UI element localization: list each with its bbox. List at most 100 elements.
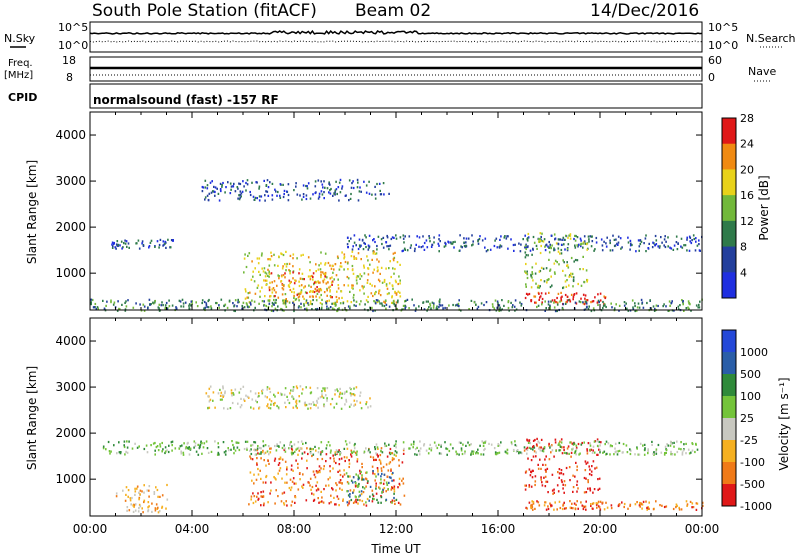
data-cell	[260, 457, 262, 460]
data-cell	[526, 507, 528, 510]
data-cell	[318, 281, 320, 284]
data-cell	[648, 501, 650, 504]
data-cell	[403, 447, 405, 450]
data-cell	[292, 477, 295, 480]
data-cell	[265, 190, 267, 193]
data-cell	[277, 190, 279, 194]
data-cell	[554, 438, 557, 441]
data-cell	[268, 264, 271, 267]
data-cell	[333, 496, 335, 499]
data-cell	[164, 451, 166, 455]
data-cell	[551, 504, 553, 507]
data-cell	[315, 449, 317, 452]
colorbar-segment	[722, 220, 736, 248]
data-cell	[525, 271, 527, 274]
data-cell	[695, 443, 697, 446]
data-cell	[553, 488, 555, 491]
data-cell	[147, 501, 150, 504]
data-cell	[361, 285, 363, 288]
data-cell	[124, 239, 126, 242]
data-cell	[528, 484, 531, 487]
data-cell	[533, 446, 536, 449]
data-cell	[558, 468, 561, 471]
data-cell	[496, 246, 499, 249]
data-cell	[575, 503, 577, 506]
data-cell	[116, 452, 118, 455]
data-cell	[299, 194, 301, 197]
data-cell	[530, 470, 532, 473]
data-cell	[245, 189, 247, 192]
data-cell	[358, 490, 361, 493]
colorbar-tick-label: 1000	[740, 346, 768, 359]
data-cell	[538, 441, 541, 444]
data-cell	[340, 396, 343, 400]
data-cell	[645, 250, 647, 253]
data-cell	[359, 401, 362, 404]
data-cell	[386, 455, 389, 458]
data-cell	[320, 262, 322, 265]
data-cell	[322, 501, 325, 504]
data-cell	[126, 245, 128, 248]
data-cell	[261, 300, 264, 303]
data-cell	[556, 309, 558, 313]
data-cell	[297, 292, 300, 295]
data-cell	[532, 469, 534, 472]
data-cell	[321, 450, 323, 453]
data-cell	[379, 193, 382, 196]
data-cell	[203, 300, 206, 304]
data-cell	[692, 234, 695, 237]
data-cell	[249, 190, 251, 194]
data-cell	[592, 507, 594, 510]
data-cell	[544, 245, 546, 248]
data-cell	[580, 284, 583, 287]
data-cell	[127, 242, 130, 245]
data-cell	[554, 441, 557, 444]
data-cell	[456, 303, 458, 306]
data-cell	[549, 243, 551, 246]
data-cell	[274, 502, 276, 505]
data-cell	[596, 502, 599, 505]
data-cell	[446, 447, 449, 451]
data-cell	[559, 238, 561, 241]
data-cell	[540, 476, 542, 479]
data-cell	[138, 507, 140, 510]
data-cell	[542, 267, 545, 270]
data-cell	[586, 305, 588, 308]
data-cell	[573, 451, 576, 455]
data-cell	[365, 477, 367, 480]
data-cell	[387, 469, 390, 472]
data-cell	[322, 396, 325, 399]
data-cell	[494, 239, 496, 242]
data-cell	[534, 295, 537, 298]
data-cell	[477, 242, 480, 245]
data-cell	[542, 240, 545, 243]
data-cell	[388, 282, 391, 285]
data-cell	[385, 241, 388, 244]
data-cell	[505, 451, 508, 454]
data-cell	[402, 452, 405, 455]
data-cell	[618, 441, 621, 445]
data-cell	[313, 290, 316, 294]
data-cell	[165, 246, 167, 249]
data-cell	[243, 257, 246, 260]
data-cell	[691, 449, 694, 452]
data-cell	[116, 309, 119, 312]
data-cell	[399, 295, 402, 298]
data-cell	[441, 304, 444, 307]
data-cell	[187, 447, 189, 450]
data-cell	[567, 236, 569, 239]
data-cell	[385, 307, 387, 310]
data-cell	[480, 302, 483, 305]
data-cell	[269, 447, 271, 450]
data-cell	[581, 441, 583, 445]
data-cell	[560, 296, 562, 299]
data-cell	[319, 268, 322, 271]
data-cell	[394, 502, 396, 505]
data-cell	[337, 186, 340, 189]
data-cell	[347, 504, 349, 507]
data-cell	[127, 299, 129, 302]
data-cell	[334, 453, 336, 456]
data-cell	[547, 300, 550, 303]
data-cell	[318, 288, 320, 291]
